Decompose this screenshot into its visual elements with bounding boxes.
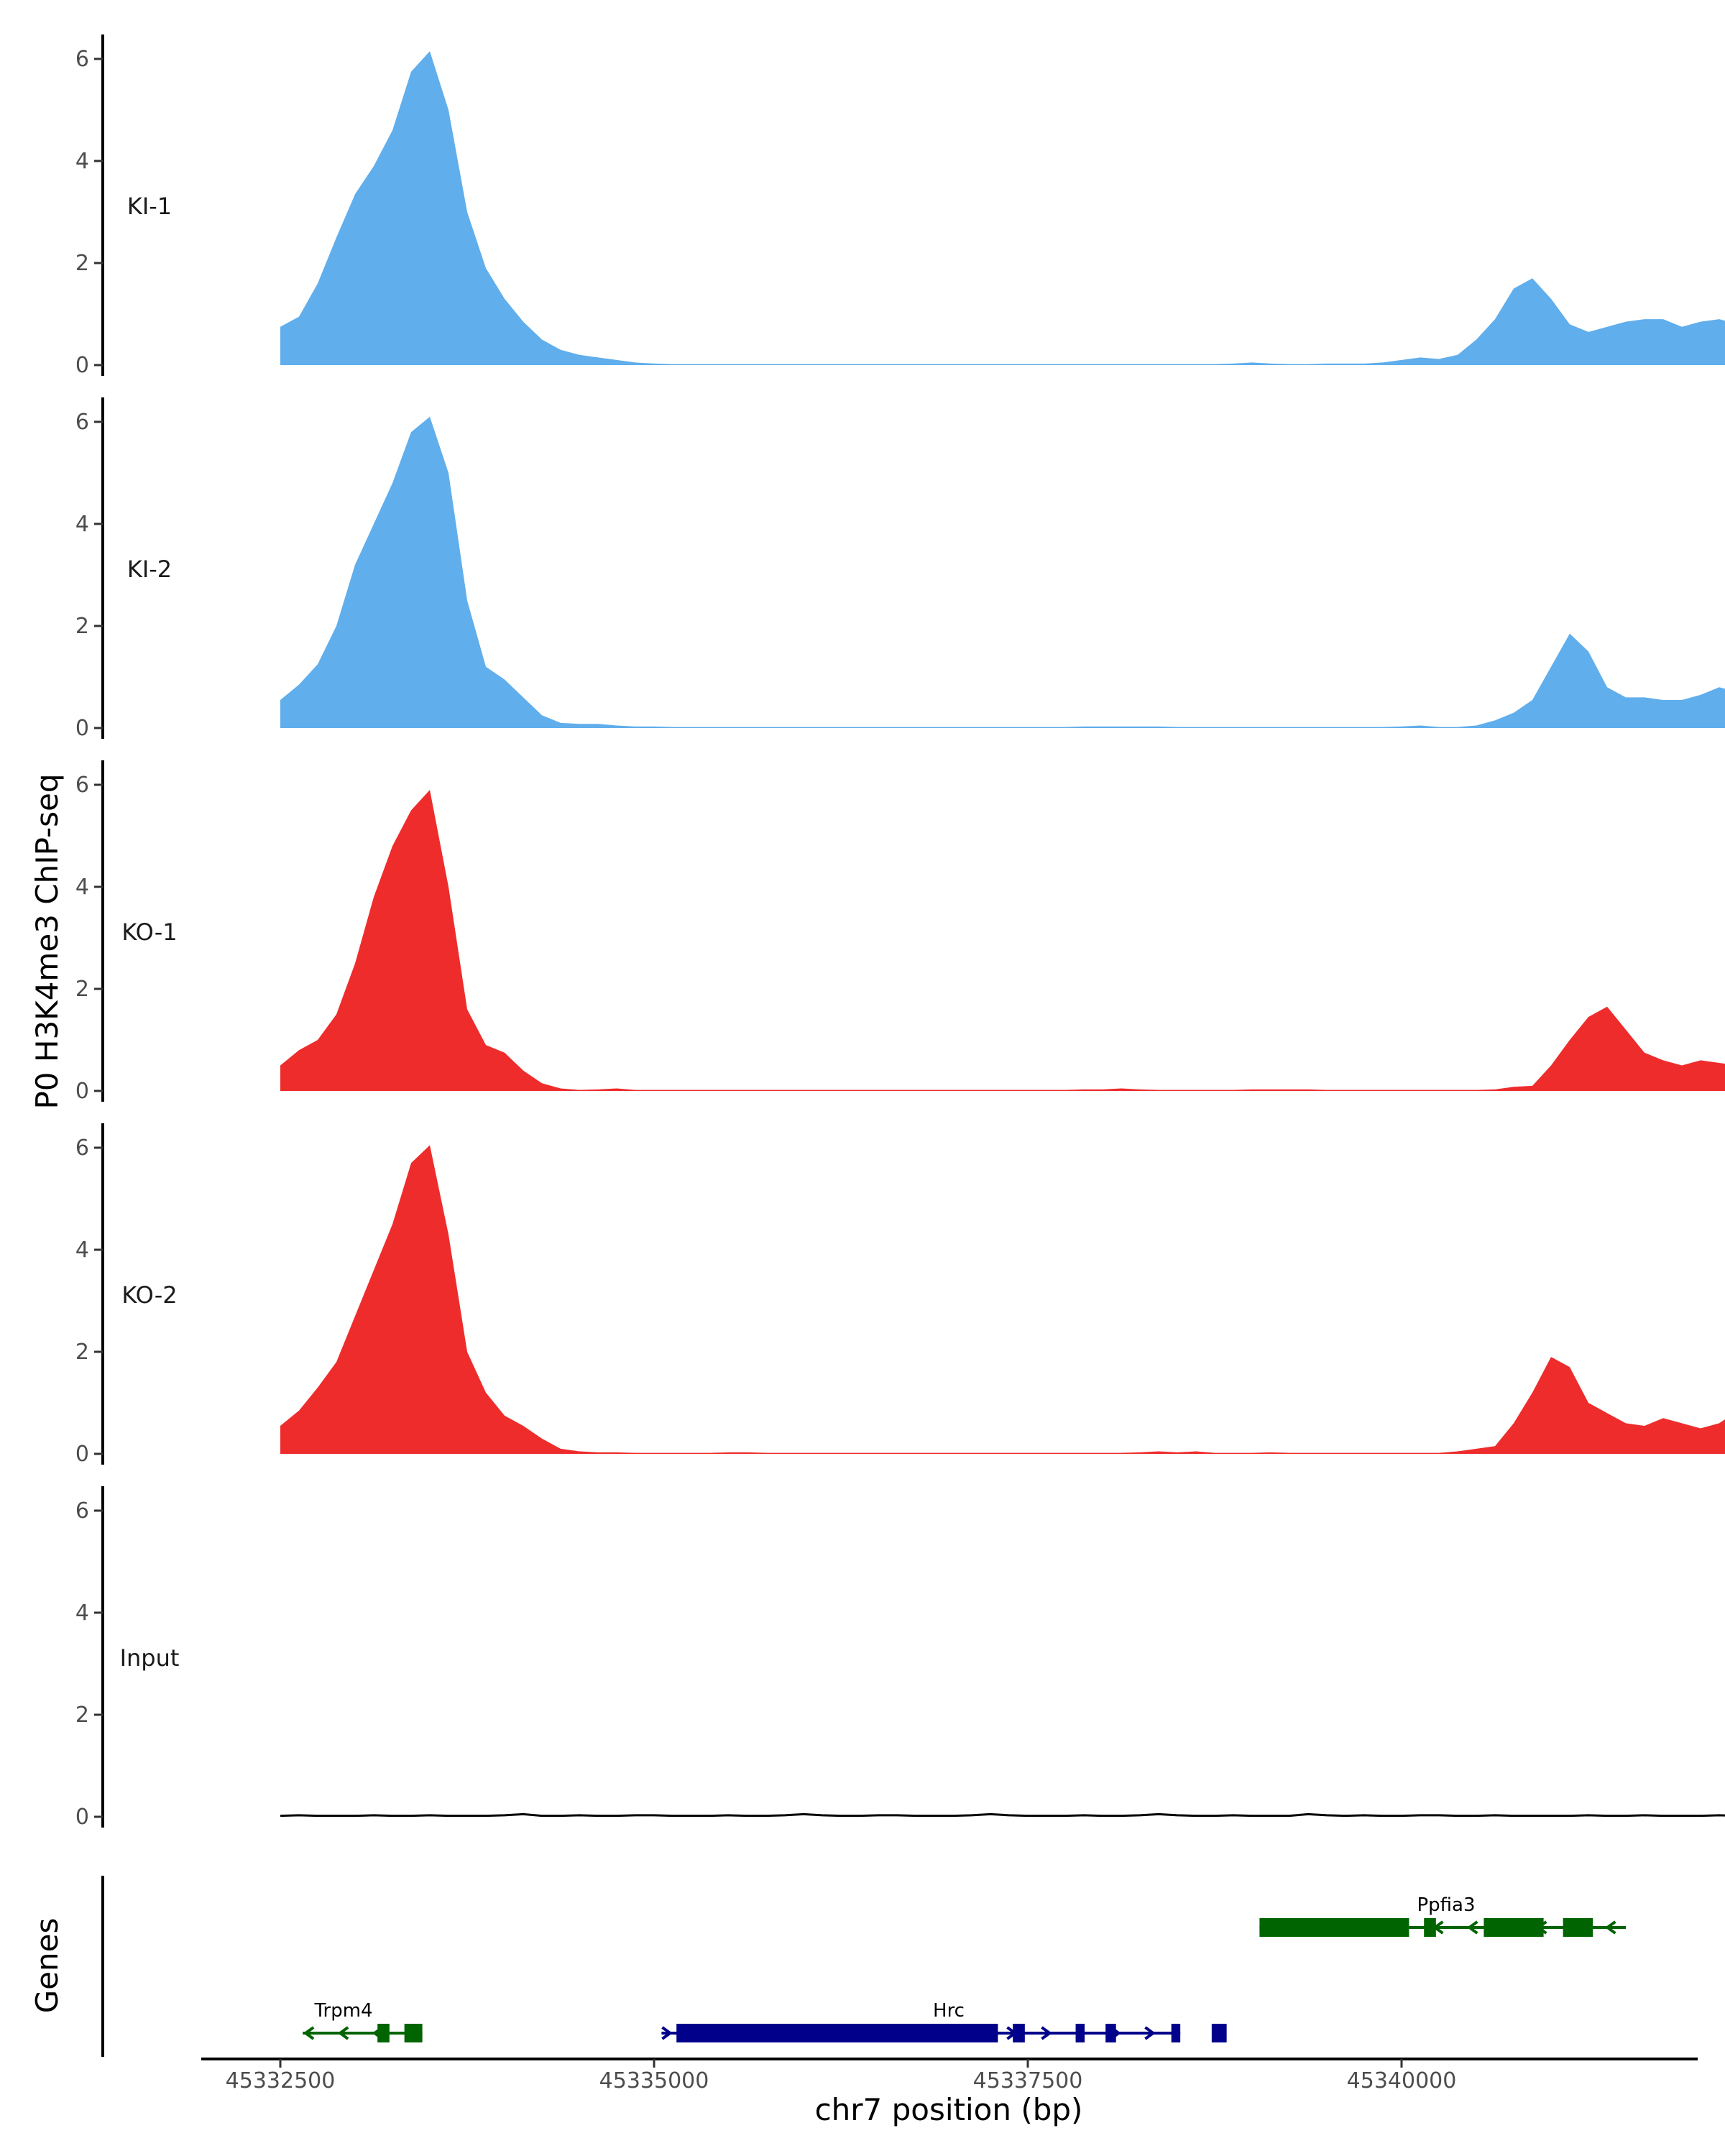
genes-axis-title: Genes — [29, 1918, 65, 2014]
y-tick-label: 2 — [75, 614, 89, 639]
track-panel: 0 2 4 6 KO-2 — [75, 1123, 1725, 1467]
track-label: KO-2 — [121, 1281, 177, 1309]
track-panel: 0 2 4 6 Input — [75, 1486, 1725, 1830]
x-axis-title: chr7 position (bp) — [815, 2092, 1083, 2127]
y-tick-label: 0 — [75, 1079, 89, 1104]
y-tick-label: 4 — [75, 1238, 89, 1263]
y-tick-label: 6 — [75, 1135, 89, 1161]
x-tick-label: 45340000 — [1347, 2068, 1457, 2093]
y-tick-label: 0 — [75, 1442, 89, 1467]
gene-exon — [1484, 1918, 1544, 1937]
gene: Hrc — [661, 2000, 1227, 2042]
strand-arrow — [1466, 1920, 1478, 1935]
strand-arrow — [303, 2026, 315, 2040]
y-tick-label: 6 — [75, 773, 89, 798]
signal-area — [280, 1145, 1725, 1454]
y-tick-label: 4 — [75, 512, 89, 537]
track-panel: 0 2 4 6 KO-1 — [75, 760, 1725, 1104]
strand-arrow — [661, 2026, 673, 2040]
y-tick-label: 0 — [75, 716, 89, 741]
x-tick-label: 45335000 — [599, 2068, 709, 2093]
y-tick-label: 2 — [75, 1340, 89, 1365]
signal-area — [280, 51, 1725, 365]
gene-exon — [1171, 2024, 1181, 2042]
gene: Trpm4 — [303, 2000, 423, 2042]
gene-exon — [1105, 2024, 1116, 2042]
y-tick-label: 6 — [75, 47, 89, 72]
gene: Ppfia3 — [1259, 1894, 1626, 1937]
strand-arrow — [1604, 1920, 1616, 1935]
x-tick-label: 45332500 — [226, 2068, 336, 2093]
track-panel: 0 2 4 6 KI-2 — [75, 397, 1725, 741]
signal-area — [280, 416, 1725, 728]
y-tick-label: 2 — [75, 977, 89, 1002]
gene-label: Ppfia3 — [1417, 1894, 1475, 1916]
y-axis-title: P0 H3K4me3 ChIP-seq — [29, 773, 65, 1109]
y-tick-label: 4 — [75, 149, 89, 174]
gene-exon — [404, 2024, 423, 2042]
signal-area — [280, 790, 1725, 1091]
track-label: Input — [120, 1644, 180, 1672]
y-tick-label: 2 — [75, 251, 89, 276]
signal-tracks: 0 2 4 6 KI-1 0 2 4 6 KI-2 0 2 4 6 KO-1 0 2 4 6 KO-2 0 2 4 6 Inpu… — [75, 34, 1725, 1830]
y-tick-label: 4 — [75, 875, 89, 900]
gene-exon — [676, 2024, 998, 2042]
track-label: KI-1 — [127, 193, 172, 220]
track-label: KO-1 — [121, 918, 177, 946]
gene-exon — [1013, 2024, 1025, 2042]
y-tick-label: 0 — [75, 353, 89, 378]
y-tick-label: 2 — [75, 1703, 89, 1728]
gene-exon — [1259, 1918, 1409, 1937]
y-tick-label: 6 — [75, 1498, 89, 1524]
x-tick-label: 45337500 — [973, 2068, 1083, 2093]
gene-label: Trpm4 — [313, 2000, 372, 2022]
gene-label: Hrc — [933, 2000, 965, 2022]
gene-track: Trpm4 Hrc Ppfia3 — [101, 1876, 1626, 2057]
x-axis: 45332500 45335000 45337500 45340000 — [201, 2058, 1698, 2093]
track-panel: 0 2 4 6 KI-1 — [75, 34, 1725, 378]
strand-arrow — [1041, 2026, 1052, 2040]
gene-exon — [1424, 1918, 1436, 1937]
y-tick-label: 4 — [75, 1600, 89, 1626]
y-tick-label: 6 — [75, 410, 89, 435]
y-tick-label: 0 — [75, 1805, 89, 1830]
gene-exon — [1075, 2024, 1085, 2042]
strand-arrow — [337, 2026, 349, 2040]
gene-exon — [1211, 2024, 1227, 2042]
signal-line — [280, 1812, 1725, 1818]
gene-exon — [1563, 1918, 1593, 1937]
gene-exon — [377, 2024, 390, 2042]
track-label: KI-2 — [127, 556, 172, 583]
strand-arrow — [1144, 2026, 1156, 2040]
